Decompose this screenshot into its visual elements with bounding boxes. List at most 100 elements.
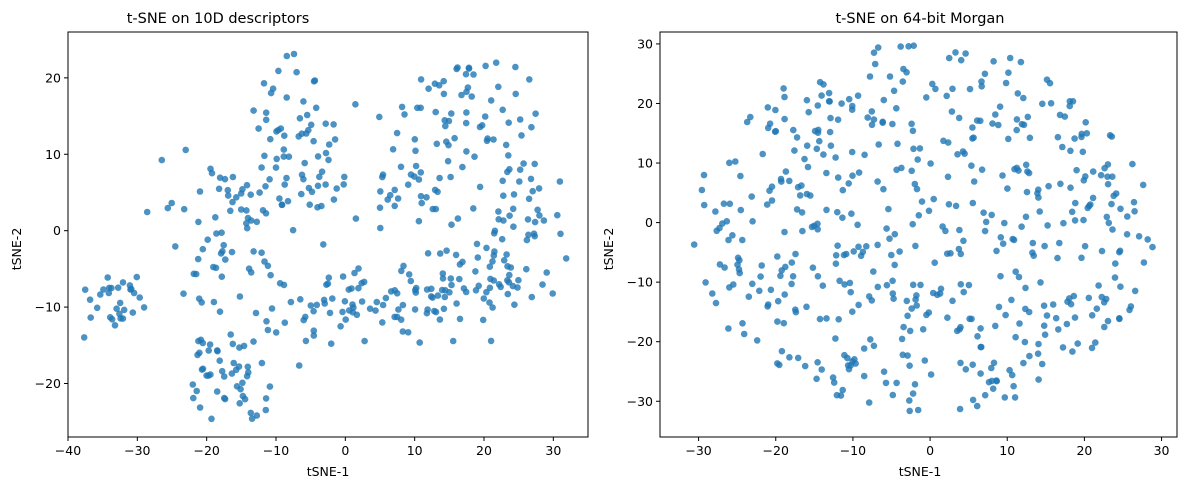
right-scatter-point [753, 337, 761, 344]
left-scatter-point [458, 91, 465, 99]
right-scatter-point [803, 142, 811, 149]
right-scatter-point [836, 277, 843, 285]
left-scatter-point [505, 119, 512, 126]
right-scatter-point [868, 121, 876, 129]
right-scatter-point [927, 371, 935, 378]
left-scatter-point [495, 208, 502, 215]
left-scatter-point [436, 174, 443, 182]
right-axis-ticks: −30 −20 −10 0 10 20 30 −30 −20 −10 0 10 20 30 [627, 36, 1170, 458]
right-scatter-point [1109, 226, 1116, 233]
left-scatter-point [213, 388, 221, 395]
right-scatter-point [1018, 223, 1025, 230]
left-scatter-point [262, 116, 270, 124]
right-scatter-point [893, 105, 900, 112]
right-scatter-point [1045, 182, 1052, 190]
left-scatter-point [387, 288, 395, 295]
right-scatter-point [834, 242, 841, 249]
left-scatter-panel: t-SNE on 10D descriptors tSNE-1 tSNE-2 −… [9, 11, 589, 479]
right-scatter-point [749, 280, 756, 288]
right-scatter-point [1088, 312, 1096, 319]
right-scatter-point [929, 80, 936, 88]
right-scatter-point [739, 236, 746, 244]
left-scatter-point [345, 286, 353, 293]
right-scatter-point [1054, 133, 1062, 141]
right-scatter-point [771, 128, 779, 135]
left-scatter-point [140, 304, 148, 311]
left-scatter-point [227, 207, 234, 215]
left-scatter-point [554, 211, 561, 219]
right-x-tick-label: −10 [840, 443, 866, 458]
right-scatter-point [1011, 394, 1019, 401]
right-scatter-point [729, 232, 736, 239]
left-scatter-point [310, 307, 317, 315]
left-scatter-point [119, 279, 127, 286]
left-scatter-point [281, 319, 289, 327]
left-scatter-point [434, 292, 442, 299]
right-scatter-point [1002, 311, 1009, 319]
right-scatter-point [1012, 333, 1019, 341]
right-scatter-point [845, 180, 852, 187]
right-scatter-point [855, 169, 863, 176]
left-scatter-point [295, 362, 303, 369]
left-scatter-point [243, 207, 250, 214]
right-scatter-point [860, 345, 868, 352]
right-scatter-point [903, 69, 910, 76]
right-scatter-point [898, 164, 905, 172]
right-scatter-point [807, 192, 814, 199]
right-scatter-point [962, 50, 969, 57]
left-scatter-point [337, 323, 344, 330]
right-scatter-point [955, 245, 963, 253]
left-scatter-point [116, 299, 124, 307]
left-scatter-point [248, 415, 256, 423]
right-scatter-point [1131, 287, 1139, 295]
left-axis-ticks: −40 −30 −20 −10 0 10 20 30 −20 −10 0 10 20 [35, 70, 562, 458]
right-scatter-panel: t-SNE on 64-bit Morgan tSNE-1 tSNE-2 −30… [601, 11, 1178, 479]
right-scatter-point [990, 359, 998, 367]
right-scatter-point [786, 177, 793, 185]
left-scatter-point [303, 111, 311, 119]
right-scatter-point [945, 201, 953, 208]
left-scatter-point [516, 116, 524, 123]
left-scatter-point [482, 62, 489, 70]
left-scatter-point [258, 249, 265, 256]
right-scatter-point [889, 120, 896, 128]
right-scatter-point [1043, 76, 1051, 83]
right-scatter-point [978, 343, 985, 351]
left-scatter-point [355, 284, 362, 292]
right-scatter-point [879, 119, 886, 126]
left-scatter-point [373, 298, 381, 306]
right-scatter-point [1030, 252, 1037, 259]
right-scatter-point [747, 113, 754, 121]
right-scatter-point [813, 375, 820, 383]
left-scatter-point [489, 304, 496, 311]
right-scatter-point [978, 166, 986, 173]
right-scatter-point [1110, 192, 1117, 200]
left-scatter-point [448, 110, 455, 117]
left-scatter-point [224, 192, 232, 199]
right-scatter-point [1037, 279, 1044, 286]
right-scatter-point [734, 254, 742, 262]
left-scatter-point [528, 123, 535, 131]
right-scatter-point [1116, 315, 1123, 323]
left-scatter-point [325, 141, 333, 148]
left-scatter-point [436, 316, 444, 323]
left-scatter-point [524, 216, 532, 223]
right-scatter-point [1103, 213, 1111, 221]
left-scatter-point [198, 299, 205, 306]
left-scatter-point [532, 110, 539, 117]
right-scatter-point [1080, 216, 1087, 224]
right-scatter-point [1079, 148, 1087, 156]
left-scatter-point [212, 214, 219, 221]
left-scatter-point [525, 195, 533, 203]
left-scatter-point [535, 185, 543, 192]
left-scatter-point [471, 153, 478, 160]
right-scatter-point [834, 208, 841, 216]
left-scatter-point [275, 67, 282, 75]
right-scatter-point [914, 156, 921, 163]
left-scatter-point [330, 196, 338, 203]
left-scatter-point [236, 400, 243, 407]
left-scatter-point [483, 244, 490, 252]
left-scatter-point [416, 339, 424, 346]
left-scatter-point [308, 188, 316, 196]
right-scatter-point [698, 186, 706, 194]
